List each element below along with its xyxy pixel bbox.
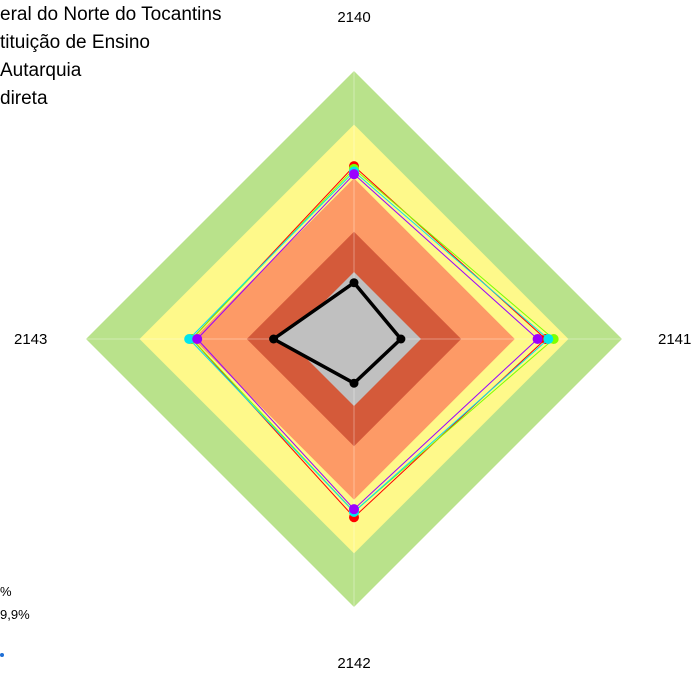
legend-entry-3: Autarquia (0, 60, 82, 81)
series-4-point-2141 (532, 334, 543, 344)
bottom-left-text-1: % (0, 584, 12, 599)
series-3-point-2141 (543, 334, 554, 344)
series-4 (192, 169, 543, 515)
series-5-area (273, 282, 401, 384)
series-5 (269, 278, 406, 388)
bottom-left-text-2: 9,9% (0, 607, 30, 622)
axis-label-2142: 2142 (337, 655, 370, 672)
series-4-point-2140 (349, 169, 359, 180)
series-5-point-2140 (349, 278, 359, 288)
radar-series (184, 161, 559, 523)
legend-entry-1: eral do Norte do Tocantins (0, 4, 222, 25)
axis-label-2143: 2143 (14, 331, 47, 348)
series-5-point-2142 (349, 378, 359, 388)
series-4-point-2142 (349, 504, 359, 515)
series-4-point-2143 (192, 334, 203, 344)
series-5-point-2143 (269, 334, 279, 344)
axis-label-2140: 2140 (337, 9, 370, 26)
legend-entry-2: tituição de Ensino (0, 32, 150, 53)
series-3-point-2143 (184, 334, 195, 344)
axis-label-2141: 2141 (658, 331, 691, 348)
bottom-left-dot (0, 653, 4, 657)
legend-entry-4: direta (0, 88, 48, 109)
series-5-point-2141 (396, 334, 406, 344)
